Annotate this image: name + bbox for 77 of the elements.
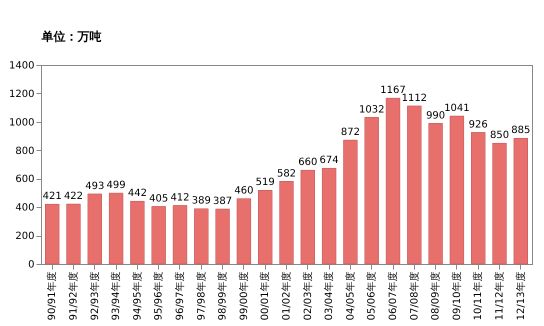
y-tick-label: 600	[15, 174, 34, 186]
data-label: 1032	[358, 104, 384, 116]
data-label: 1041	[444, 103, 470, 114]
bar	[471, 132, 486, 264]
x-tick-label: 98/99年度	[216, 272, 229, 320]
x-tick-label: 07/08年度	[408, 272, 420, 320]
bar	[130, 200, 145, 264]
x-tick-label: 99/00年度	[238, 272, 250, 320]
y-tick-label: 800	[15, 146, 34, 157]
bar	[386, 98, 400, 264]
bar	[108, 192, 124, 264]
x-tick-label: 03/04年度	[323, 272, 336, 320]
bar	[194, 208, 208, 264]
data-label: 405	[149, 193, 168, 204]
y-tick-label: 200	[15, 231, 34, 242]
x-tick-label: 00/01年度	[259, 272, 272, 320]
x-tick-label: 10/11年度	[472, 272, 484, 320]
x-tick-label: 96/97年度	[174, 272, 186, 320]
x-tick-label: 92/93年度	[88, 272, 101, 320]
bar	[236, 198, 252, 264]
data-label: 885	[511, 125, 530, 136]
data-label: 990	[426, 110, 446, 122]
x-tick-label: 05/06年度	[366, 272, 378, 320]
bar	[45, 204, 60, 264]
y-tick-label: 1200	[9, 88, 34, 100]
bar	[300, 170, 315, 264]
data-label: 674	[320, 155, 339, 166]
data-label: 926	[468, 119, 488, 130]
x-tick-label: 01/02年度	[280, 272, 292, 320]
bar	[152, 206, 166, 264]
data-label: 389	[192, 196, 211, 207]
bar	[88, 194, 102, 264]
bar	[514, 138, 528, 264]
data-label: 660	[298, 157, 318, 168]
x-tick-label: 91/92年度	[67, 272, 80, 320]
data-label: 412	[170, 192, 190, 204]
bar	[66, 204, 81, 264]
x-tick-label: 11/12年度	[494, 272, 506, 320]
x-tick-label: 04/05年度	[344, 272, 356, 320]
x-tick-label: 93/94年度	[110, 272, 122, 320]
bar	[279, 181, 294, 264]
bar	[492, 142, 507, 264]
y-tick-label: 0	[28, 260, 34, 270]
data-label: 872	[340, 127, 360, 138]
x-tick-label: 94/95年度	[131, 272, 144, 320]
x-tick-label: 12/13年度	[514, 272, 527, 320]
x-tick-label: 95/96年度	[152, 272, 165, 320]
bar	[407, 106, 422, 264]
bar	[343, 140, 358, 264]
bar	[215, 208, 230, 264]
data-label: 519	[256, 177, 275, 188]
bar	[428, 123, 443, 264]
data-label: 387	[213, 196, 232, 207]
data-label: 442	[128, 188, 147, 200]
y-tick-label: 1400	[9, 60, 34, 72]
x-tick-label: 08/09年度	[430, 272, 442, 320]
data-label: 1112	[402, 92, 428, 104]
bar	[322, 168, 336, 264]
data-label: 850	[490, 130, 510, 142]
data-label: 499	[106, 180, 126, 192]
x-tick-label: 09/10年度	[450, 272, 463, 320]
bar	[172, 205, 188, 264]
y-tick-label: 1000	[9, 117, 34, 128]
y-tick-label: 400	[15, 202, 34, 214]
x-tick-label: 90/91年度	[46, 272, 58, 320]
x-tick-label: 06/07年度	[387, 272, 400, 320]
data-label: 582	[276, 168, 296, 180]
data-label: 493	[85, 180, 104, 192]
x-tick-label: 02/03年度	[302, 272, 314, 320]
bar	[364, 117, 379, 264]
bar	[450, 116, 464, 264]
data-label: 422	[64, 191, 84, 202]
data-label: 460	[234, 186, 254, 197]
data-label: 421	[42, 191, 62, 202]
y-axis-title: 单位：万吨	[40, 30, 102, 44]
bar	[258, 190, 272, 264]
x-tick-label: 97/98年度	[195, 272, 208, 320]
